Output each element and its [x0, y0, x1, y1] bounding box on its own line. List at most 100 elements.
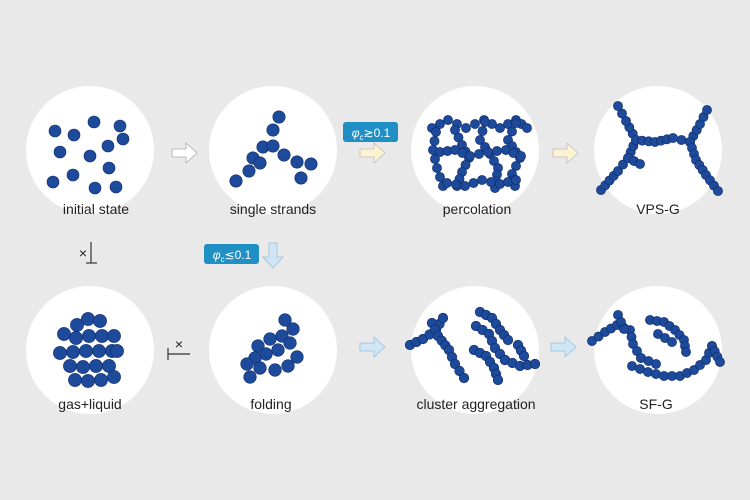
- particle-icon: [243, 370, 257, 384]
- particle-icon: [492, 374, 504, 386]
- phi-symbol: φ: [213, 248, 221, 262]
- particle-icon: [516, 151, 526, 161]
- particle-icon: [113, 119, 127, 133]
- particle-icon: [240, 357, 254, 371]
- particle-icon: [435, 172, 445, 182]
- particle-icon: [46, 175, 60, 189]
- particle-icon: [681, 347, 691, 357]
- particle-icon: [92, 344, 106, 358]
- particle-icon: [676, 135, 687, 145]
- particle-icon: [713, 186, 723, 196]
- particle-icon: [87, 115, 101, 129]
- phi-subscript: c: [221, 255, 225, 264]
- particle-icon: [83, 149, 97, 163]
- particle-icon: [458, 372, 470, 384]
- particle-icon: [242, 164, 256, 178]
- particle-icon: [253, 156, 267, 170]
- particle-icon: [474, 149, 484, 159]
- particle-icon: [268, 363, 282, 377]
- particle-icon: [429, 136, 440, 146]
- blocked-transition-icon: ×: [79, 242, 97, 264]
- particle-icon: [619, 324, 629, 334]
- phi-symbol: φ: [352, 126, 360, 140]
- particles-folding: [240, 313, 304, 384]
- particle-icon: [66, 168, 80, 182]
- particle-icon: [511, 118, 521, 128]
- particle-icon: [253, 361, 267, 375]
- particle-icon: [618, 159, 628, 170]
- particle-icon: [651, 369, 661, 379]
- particle-icon: [635, 159, 645, 169]
- particle-icon: [522, 123, 532, 133]
- label-gas-liquid: gas+liquid: [58, 396, 121, 412]
- label-sf-g: SF-G: [639, 396, 672, 412]
- particle-icon: [70, 318, 84, 332]
- particle-icon: [470, 119, 480, 129]
- particle-icon: [281, 359, 295, 373]
- particle-icon: [116, 132, 130, 146]
- particle-icon: [109, 180, 123, 194]
- particle-icon: [102, 161, 116, 175]
- particle-icon: [266, 123, 280, 137]
- label-folding: folding: [250, 396, 291, 412]
- particle-icon: [229, 174, 243, 188]
- arrow-icon: [262, 242, 284, 269]
- blocked-cross: ×: [175, 336, 183, 352]
- particle-icon: [442, 178, 452, 188]
- particle-icon: [502, 334, 514, 346]
- particle-icon: [286, 322, 300, 336]
- arrow-icon: [552, 142, 579, 164]
- particle-icon: [53, 346, 67, 360]
- particle-icon: [435, 119, 445, 129]
- particle-icon: [81, 374, 95, 388]
- particle-icon: [431, 127, 441, 137]
- arrow-icon: [171, 142, 198, 164]
- particle-icon: [266, 139, 280, 153]
- particle-icon: [290, 350, 304, 364]
- particle-icon: [651, 359, 661, 369]
- particle-icon: [263, 332, 277, 346]
- particle-icon: [613, 101, 623, 111]
- blocked-transition-icon: ×: [167, 336, 190, 360]
- condition-relation: ≳0.1: [364, 126, 391, 140]
- particle-icon: [477, 126, 488, 136]
- particle-icon: [101, 139, 115, 153]
- particle-icon: [283, 336, 297, 350]
- label-cluster-aggregation: cluster aggregation: [416, 396, 535, 412]
- particle-icon: [668, 133, 678, 143]
- particle-icon: [529, 358, 541, 370]
- particle-icon: [483, 147, 493, 157]
- particle-icon: [518, 350, 530, 362]
- particle-icon: [613, 166, 623, 176]
- arrow-icon: [359, 142, 386, 164]
- label-initial-state: initial state: [63, 201, 129, 217]
- particles-gas-liquid: [53, 312, 124, 388]
- particle-icon: [495, 123, 505, 133]
- condition-badge-high: φc≳0.1: [343, 122, 398, 142]
- particle-icon: [57, 327, 71, 341]
- particle-icon: [272, 110, 286, 124]
- particle-icon: [68, 373, 82, 387]
- particle-icon: [294, 171, 308, 185]
- particle-icon: [475, 135, 485, 145]
- particle-icon: [511, 175, 521, 185]
- particle-icon: [271, 343, 285, 357]
- particle-icon: [507, 126, 517, 137]
- particle-icon: [477, 175, 487, 185]
- arrow-icon: [359, 336, 386, 358]
- particle-icon: [69, 331, 83, 345]
- particles-sf-g: [587, 310, 725, 381]
- particle-icon: [277, 148, 291, 162]
- particles-vps-g: [596, 101, 723, 196]
- particle-icon: [432, 163, 442, 173]
- particle-icon: [480, 117, 490, 127]
- particle-icon: [617, 108, 627, 119]
- particle-icon: [278, 313, 292, 327]
- particle-icon: [486, 177, 496, 187]
- blocked-cross: ×: [79, 245, 87, 261]
- label-single-strands: single strands: [230, 201, 316, 217]
- particle-icon: [492, 146, 502, 156]
- particles-single-strands: [229, 110, 318, 188]
- particle-icon: [304, 157, 318, 171]
